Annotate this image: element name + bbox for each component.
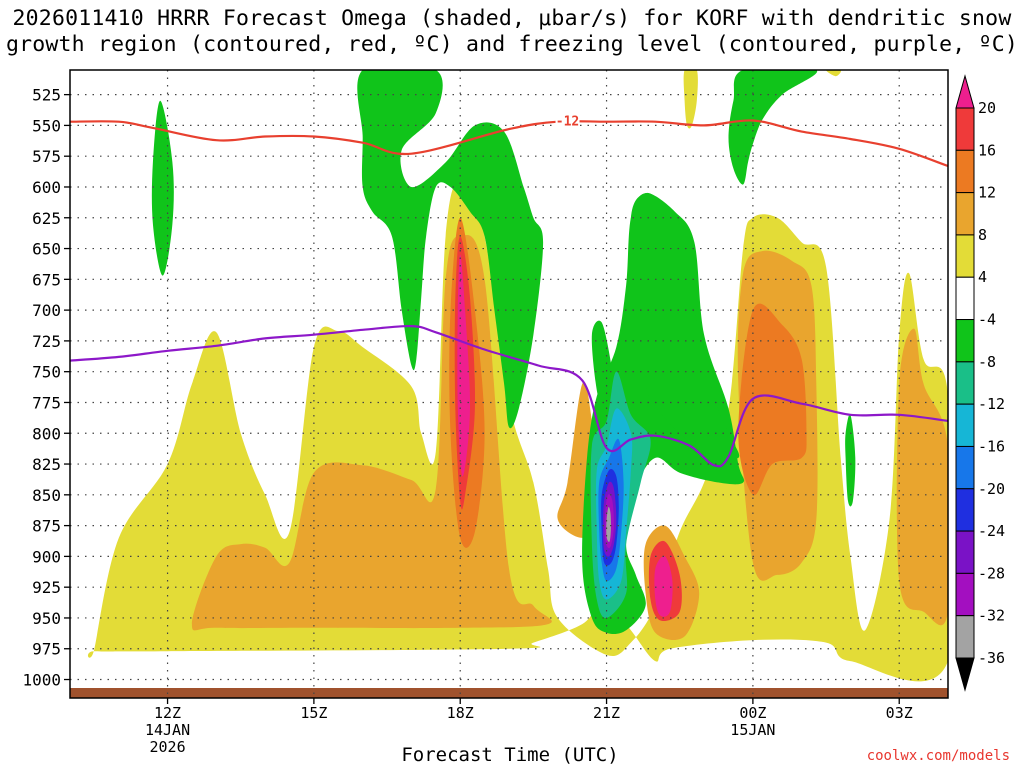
- colorbar-label-8: -16: [978, 437, 1005, 455]
- colorbar-segment-0: [955, 107, 975, 151]
- colorbar-segment-10: [955, 530, 975, 574]
- x-axis-label: Forecast Time (UTC): [401, 744, 619, 766]
- colorbar-segment-3: [955, 234, 975, 278]
- colorbar-segment-9: [955, 488, 975, 532]
- dgz-contour-label-bg: [555, 112, 580, 129]
- title-line-2: growth region (contoured, red, ºC) and f…: [5, 32, 1019, 57]
- colorbar-label-0: 20: [978, 99, 996, 117]
- colorbar-label-5: -4: [978, 311, 996, 329]
- contours: -12: [70, 112, 948, 468]
- colorbar-label-12: -32: [978, 607, 1005, 625]
- colorbar-segment-4: [955, 276, 975, 321]
- y-tick-label-775: 775: [32, 393, 61, 412]
- y-tick-label-850: 850: [32, 486, 61, 505]
- colorbar: 20 16 12 8 4 -4 -8 -12 -16 -20 -24 -28 -32 -36: [955, 74, 1005, 692]
- x-tick-label-12Z: 12Z: [154, 704, 181, 722]
- x-tick-date-12Z: 14JAN: [145, 721, 190, 739]
- colorbar-segment-5: [955, 319, 975, 363]
- omega-region-7: [738, 303, 807, 496]
- omega-region-26: [683, 70, 698, 129]
- omega-region-12: [357, 70, 544, 429]
- colorbar-label-2: 12: [978, 184, 996, 202]
- colorbar-label-9: -20: [978, 480, 1005, 498]
- omega-region-15: [630, 192, 740, 459]
- colorbar-label-6: -8: [978, 353, 996, 371]
- x-tick-label-15Z: 15Z: [300, 704, 327, 722]
- y-tick-label-925: 925: [32, 578, 61, 597]
- x-tick-label-00Z: 00Z: [739, 704, 766, 722]
- colorbar-bottom-arrow: [955, 657, 975, 692]
- y-tick-label-900: 900: [32, 547, 61, 566]
- freezing-level-line: [70, 324, 948, 468]
- y-tick-label-875: 875: [32, 517, 61, 536]
- colorbar-segment-1: [955, 149, 975, 194]
- y-tick-label-950: 950: [32, 609, 61, 628]
- y-tick-label-975: 975: [32, 640, 61, 659]
- y-tick-label-750: 750: [32, 363, 61, 382]
- omega-region-17: [151, 100, 174, 276]
- omega-shading: [87, 70, 948, 682]
- y-tick-label-575: 575: [32, 147, 61, 166]
- y-tick-label-625: 625: [32, 209, 61, 228]
- colorbar-segment-12: [955, 615, 975, 659]
- colorbar-label-13: -36: [978, 649, 1005, 667]
- chart-title: 2026011410 HRRR Forecast Omega (shaded, …: [0, 6, 1024, 58]
- y-tick-label-525: 525: [32, 86, 61, 105]
- dgz-contour-label: -12: [556, 114, 579, 129]
- x-tick-label-18Z: 18Z: [447, 704, 474, 722]
- x-tick-label-03Z: 03Z: [886, 704, 913, 722]
- colorbar-label-3: 8: [978, 226, 987, 244]
- omega-region-27: [826, 70, 842, 77]
- omega-region-25: [606, 506, 611, 542]
- y-tick-label-550: 550: [32, 116, 61, 135]
- title-line-1: 2026011410 HRRR Forecast Omega (shaded, …: [12, 6, 1012, 31]
- omega-region-16: [728, 70, 818, 185]
- y-tick-label-675: 675: [32, 270, 61, 289]
- colorbar-label-11: -28: [978, 564, 1005, 582]
- colorbar-label-4: 4: [978, 268, 987, 286]
- x-tick-year-12Z: 2026: [149, 738, 185, 756]
- omega-region-18: [845, 414, 856, 507]
- y-tick-label-800: 800: [32, 424, 61, 443]
- y-axis: 525 550 575 600 625 650 675 700 725 750 775 800 825 8…: [22, 86, 70, 690]
- y-tick-label-1000: 1000: [22, 671, 61, 690]
- y-tick-label-725: 725: [32, 332, 61, 351]
- colorbar-segment-2: [955, 192, 975, 236]
- omega-region-11: [654, 556, 673, 617]
- colorbar-segment-8: [955, 445, 975, 490]
- colorbar-segment-7: [955, 403, 975, 447]
- x-tick-label-21Z: 21Z: [593, 704, 620, 722]
- colorbar-top-arrow: [955, 74, 975, 109]
- colorbar-segment-6: [955, 361, 975, 405]
- plot-frame: [69, 69, 949, 699]
- credit-text: coolwx.com/models: [866, 748, 1010, 764]
- dgz-contour-line: [70, 119, 948, 168]
- y-tick-label-650: 650: [32, 240, 61, 259]
- colorbar-label-1: 16: [978, 141, 996, 159]
- y-tick-label-600: 600: [32, 178, 61, 197]
- colorbar-segment-11: [955, 572, 975, 617]
- x-tick-date-00Z: 15JAN: [730, 721, 775, 739]
- omega-region-4: [896, 328, 948, 626]
- colorbar-label-7: -12: [978, 395, 1005, 413]
- colorbar-label-10: -24: [978, 522, 1005, 540]
- y-tick-label-825: 825: [32, 455, 61, 474]
- y-tick-label-700: 700: [32, 301, 61, 320]
- ground-surface: [70, 688, 948, 698]
